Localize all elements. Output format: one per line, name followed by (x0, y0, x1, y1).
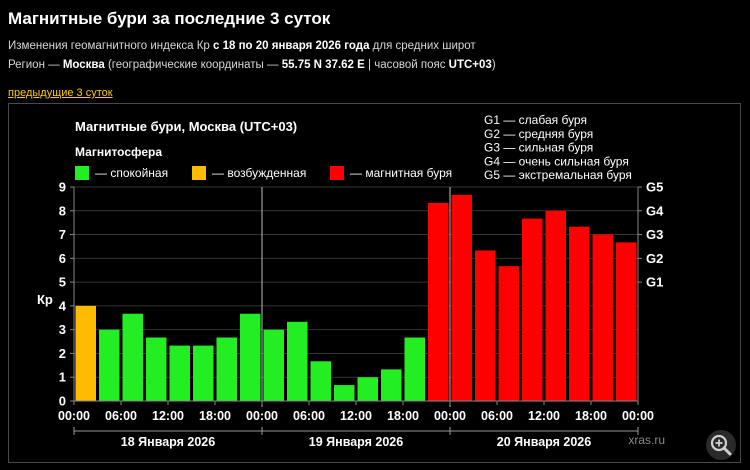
watermark: xras.ru (628, 433, 665, 447)
kp-bar (75, 305, 96, 401)
chart-title: Магнитные бури, Москва (UTC+03) (75, 119, 297, 134)
g-tick-label: G3 (646, 227, 663, 242)
storm-level-item: G5 — экстремальная буря (484, 168, 632, 182)
storm-level-item: G2 — средняя буря (484, 127, 593, 141)
storm-level-item: G1 — слабая буря (484, 113, 587, 127)
day-label: 19 Января 2026 (309, 435, 403, 449)
kp-bar (381, 369, 402, 401)
y-tick-label: 7 (59, 227, 66, 242)
y-tick-label: 1 (59, 370, 66, 385)
kp-bar (263, 329, 284, 401)
kp-bar (169, 345, 190, 401)
y-axis-label: Кр (37, 292, 53, 307)
storm-level-item: G4 — очень сильная буря (484, 154, 629, 168)
kp-bar (122, 313, 143, 401)
y-tick-label: 8 (59, 203, 66, 218)
subtitle-region-coords: 55.75 N 37.62 E (281, 59, 365, 71)
page-title: Магнитные бури за последние 3 суток (8, 9, 331, 28)
legend-label: — возбужденная (212, 166, 306, 180)
kp-bar (428, 202, 449, 401)
subtitle-region-prefix: Регион — (8, 59, 63, 71)
x-tick-label: 00:00 (246, 409, 278, 423)
kp-bar (616, 242, 637, 401)
g-tick-label: G1 (646, 275, 663, 290)
x-tick-label: 18:00 (575, 409, 607, 423)
y-tick-label: 5 (59, 275, 66, 290)
day-label: 20 Января 2026 (497, 435, 591, 449)
legend-swatch (75, 166, 89, 180)
y-tick-label: 3 (59, 322, 66, 337)
kp-bar (451, 194, 472, 401)
previous-3-days-link[interactable]: предыдущие 3 суток (8, 87, 113, 99)
kp-bar (287, 321, 308, 401)
subtitle-region-mid2: | часовой пояс (364, 59, 449, 71)
y-tick-label: 0 (59, 394, 66, 409)
y-tick-label: 2 (59, 346, 66, 361)
kp-bar (475, 250, 496, 401)
kp-bar (522, 218, 543, 401)
plot-area (74, 187, 638, 401)
x-tick-label: 12:00 (340, 409, 372, 423)
x-tick-label: 18:00 (199, 409, 231, 423)
x-tick-label: 06:00 (105, 409, 137, 423)
subtitle-period-dates: с 18 по 20 января 2026 года (213, 40, 370, 52)
subtitle-period-prefix: Изменения геомагнитного индекса Кр (8, 40, 214, 52)
subtitle-region-suffix: ) (491, 59, 496, 71)
zoom-button[interactable] (706, 430, 736, 460)
subtitle-period: Изменения геомагнитного индекса Кр с 18 … (8, 40, 476, 52)
legend-swatch (330, 166, 344, 180)
kp-bar (569, 226, 590, 401)
kp-bar (334, 385, 355, 401)
subtitle-period-suffix: для средних широт (369, 40, 476, 52)
legend-swatch (192, 166, 206, 180)
legend-label: — спокойная (95, 166, 168, 180)
kp-bar (357, 377, 378, 401)
kp-bar (216, 337, 237, 401)
kp-bar (498, 266, 519, 401)
x-tick-label: 00:00 (622, 409, 654, 423)
magnifier-plus-icon (710, 434, 732, 456)
g-tick-label: G5 (646, 180, 663, 195)
kp-bar (592, 234, 613, 401)
legend-title: Магнитосфера (75, 145, 162, 159)
y-tick-label: 4 (59, 298, 67, 313)
g-tick-label: G2 (646, 251, 663, 266)
x-tick-label: 06:00 (293, 409, 325, 423)
kp-bar (240, 313, 261, 401)
x-tick-label: 06:00 (481, 409, 513, 423)
x-tick-label: 00:00 (58, 409, 90, 423)
y-tick-label: 6 (59, 251, 66, 266)
subtitle-region-name: Москва (62, 59, 105, 71)
subtitle-region: Регион — Москва (географические координа… (8, 59, 496, 71)
subtitle-region-mid: (географические координаты — (104, 59, 282, 71)
x-tick-label: 18:00 (387, 409, 419, 423)
legend-label: — магнитная буря (350, 166, 452, 180)
kp-bar (310, 361, 331, 401)
x-tick-label: 12:00 (152, 409, 184, 423)
kp-bar (146, 337, 167, 401)
subtitle-region-tz: UTC+03 (448, 59, 492, 71)
x-tick-label: 00:00 (434, 409, 466, 423)
storm-level-item: G3 — сильная буря (484, 141, 593, 155)
kp-bar (193, 345, 214, 401)
x-tick-label: 12:00 (528, 409, 560, 423)
kp-bar (545, 210, 566, 401)
kp-bar (99, 329, 120, 401)
y-tick-label: 9 (59, 180, 66, 195)
day-label: 18 Января 2026 (121, 435, 215, 449)
g-tick-label: G4 (646, 203, 664, 218)
kp-bar (404, 337, 425, 401)
